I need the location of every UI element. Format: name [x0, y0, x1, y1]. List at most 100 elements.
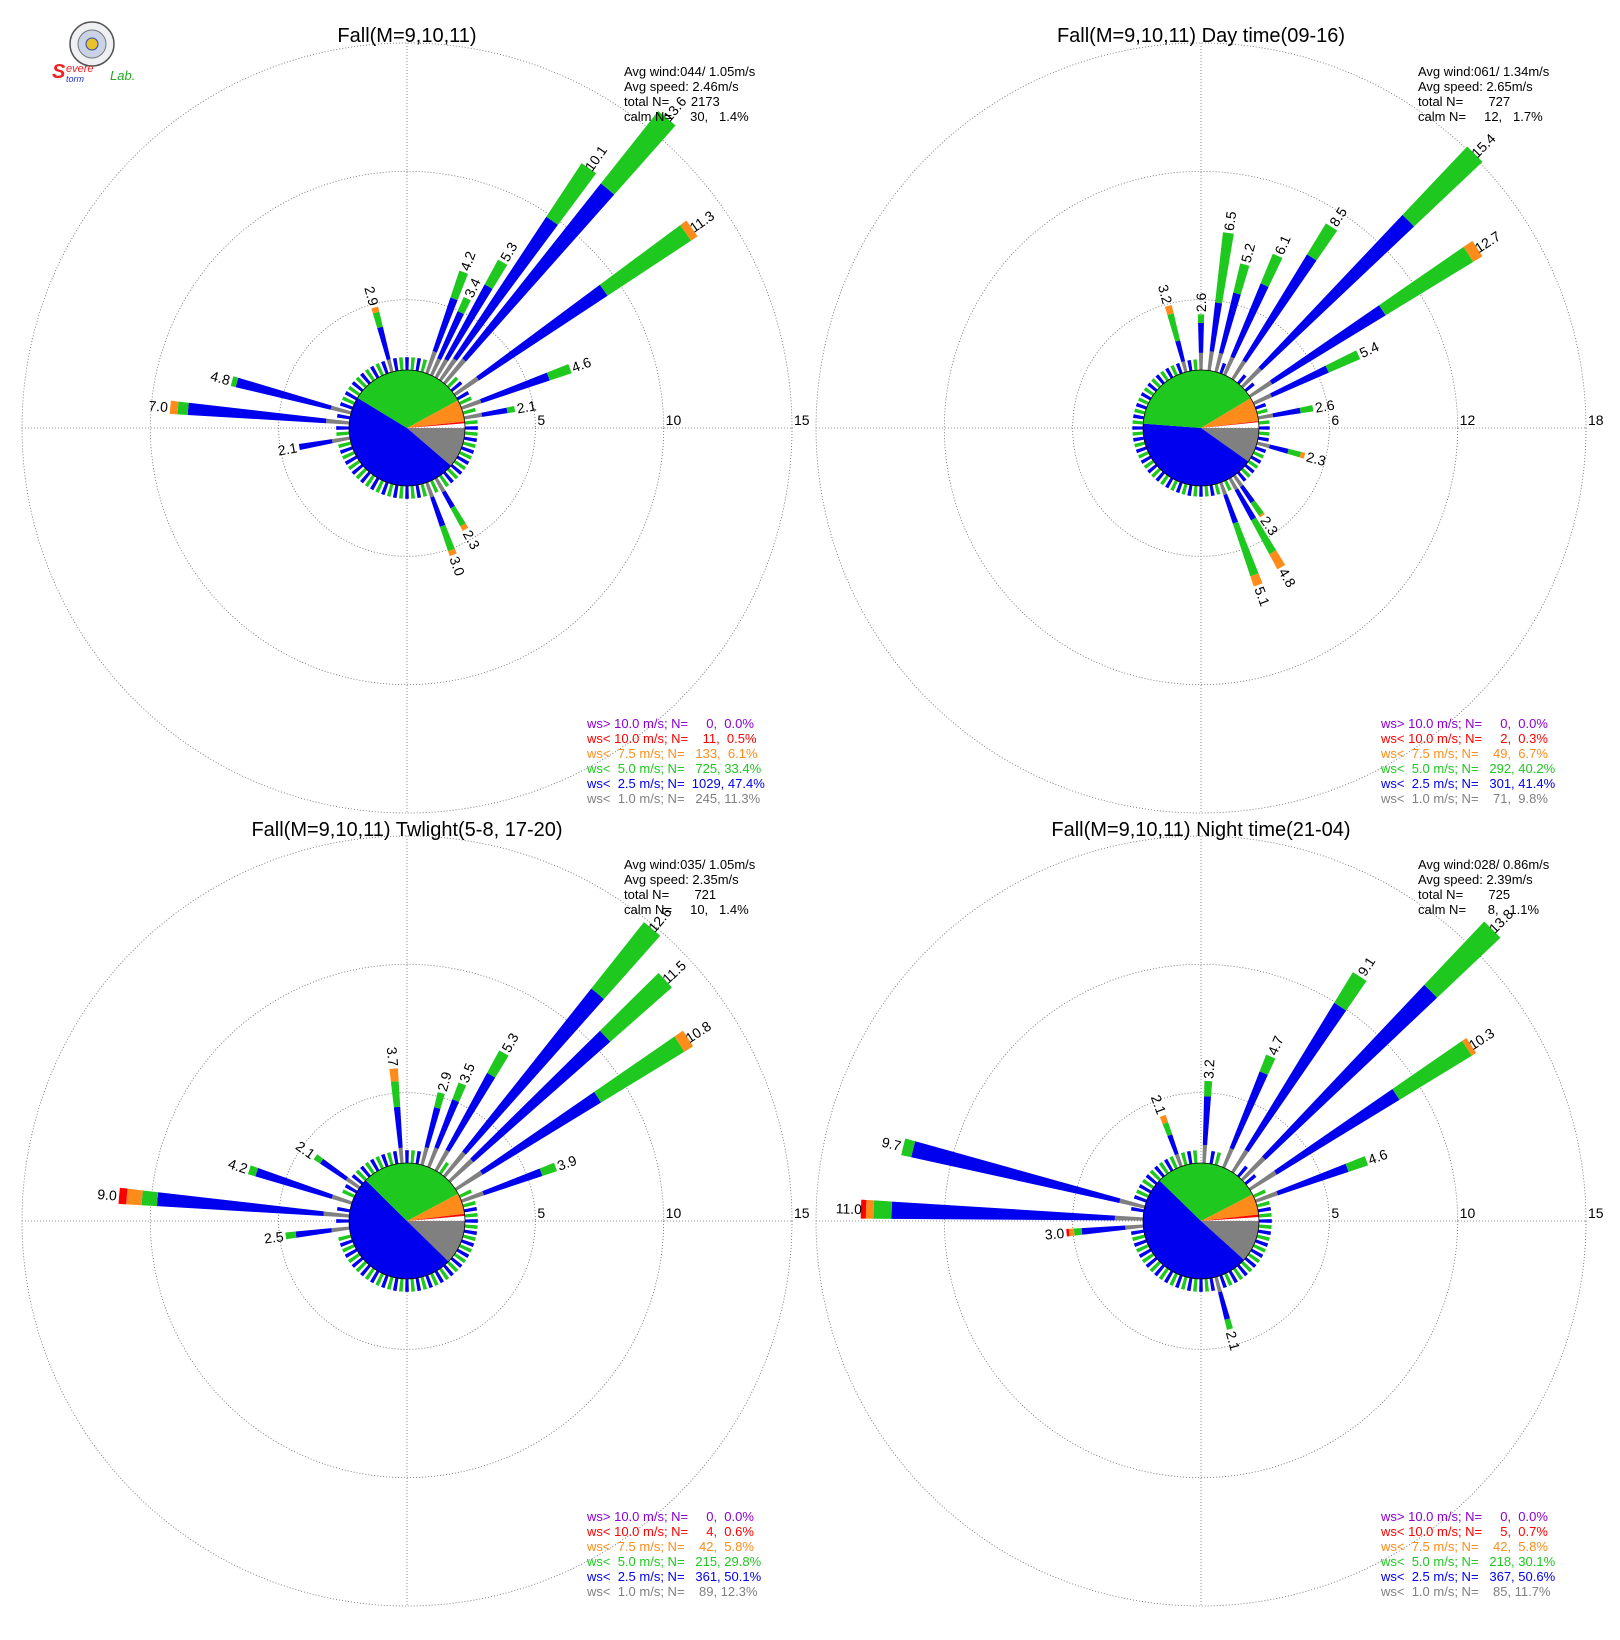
bar-label: 5.2 [1238, 241, 1259, 264]
stats-line: total N= 721 [624, 887, 716, 902]
bar-segment [438, 358, 457, 382]
bar-label: 3.2 [1200, 1059, 1217, 1079]
minor-bar [462, 407, 476, 415]
stats-line: Avg wind:061/ 1.34m/s [1418, 64, 1550, 79]
minor-bar [1149, 1260, 1162, 1273]
legend-entry: ws< 10.0 m/s; N= 2, 0.3% [1380, 731, 1548, 746]
stats-line: total N= 725 [1418, 887, 1510, 902]
legend-entry: ws> 10.0 m/s; N= 0, 0.0% [1380, 1509, 1548, 1524]
legend-entry: ws< 1.0 m/s; N= 89, 12.3% [586, 1584, 758, 1599]
minor-bar [1237, 374, 1247, 385]
bar-segment [1244, 1002, 1347, 1153]
bar-label: 5.3 [497, 239, 521, 264]
bar-label: 3.0 [1044, 1225, 1065, 1243]
minor-bar [1258, 420, 1270, 425]
bar-segment [1299, 405, 1314, 414]
direction-bar: 7.0 [148, 397, 350, 425]
minor-bar [1228, 1270, 1239, 1284]
minor-bar [464, 419, 478, 425]
bar-segment [674, 1030, 694, 1052]
ring [943, 170, 1459, 686]
bar-segment [434, 1099, 459, 1150]
minor-bar [347, 460, 361, 471]
minor-bar [1250, 1248, 1264, 1259]
direction-bar: 5.1 [1219, 481, 1273, 608]
minor-bar [439, 1267, 450, 1281]
minor-bar [1199, 1278, 1203, 1292]
minor-bar [415, 357, 422, 372]
legend-entry: ws< 10.0 m/s; N= 4, 0.6% [586, 1524, 754, 1539]
direction-bar: 2.1 [463, 397, 538, 420]
minor-bar [1133, 414, 1145, 420]
bar-segment [441, 490, 455, 509]
minor-bar [1244, 464, 1255, 474]
bar-segment [1250, 500, 1264, 516]
minor-bar [1138, 397, 1150, 405]
stats-line: Avg wind:035/ 1.05m/s [624, 857, 756, 872]
minor-bar [1209, 1277, 1216, 1292]
legend-entry: ws< 2.5 m/s; N= 367, 50.6% [1380, 1569, 1556, 1584]
bar-segment [1232, 521, 1259, 577]
minor-bar [1257, 436, 1269, 442]
minor-bar [355, 1169, 368, 1182]
bar-segment [452, 1082, 467, 1102]
stats-line: Avg speed: 2.65m/s [1418, 79, 1533, 94]
minor-bar [1175, 481, 1183, 494]
bar-segment [247, 1165, 259, 1177]
pie-slice [357, 369, 459, 428]
bar-segment [901, 1138, 916, 1158]
pie-slice [1201, 1221, 1259, 1260]
bar-segment [1081, 1225, 1126, 1235]
bar-segment [1164, 304, 1174, 316]
legend-entry: ws< 1.0 m/s; N= 71, 9.8% [1380, 791, 1548, 806]
bar-segment [1222, 1147, 1234, 1169]
direction-bar: 3.2 [1200, 1059, 1217, 1164]
minor-bar [1160, 370, 1169, 382]
ring [815, 835, 1587, 1607]
minor-bar [1147, 382, 1158, 392]
pie-outline [1142, 369, 1260, 487]
direction-bar: 13.6 [443, 93, 690, 385]
minor-bar [1138, 1183, 1152, 1194]
minor-bar [1199, 485, 1203, 497]
bar-segment [1068, 1228, 1075, 1237]
bar-segment [594, 1036, 685, 1103]
minor-bar [369, 1158, 380, 1172]
minor-bar [381, 360, 389, 375]
bar-segment [141, 1190, 159, 1207]
ring [21, 42, 793, 814]
minor-bar [375, 1156, 384, 1170]
direction-bar: 4.6 [1254, 1146, 1390, 1203]
minor-bar [462, 1234, 476, 1242]
legend-entry: ws< 10.0 m/s; N= 5, 0.7% [1380, 1524, 1548, 1539]
minor-bar [1254, 402, 1267, 410]
legend-entry: ws< 7.5 m/s; N= 42, 5.8% [1380, 1539, 1548, 1554]
stats-line: Avg wind:044/ 1.05m/s [624, 64, 756, 79]
ring-label: 15 [1588, 1205, 1604, 1221]
bar-segment [1198, 322, 1204, 353]
stats-line: Avg speed: 2.35m/s [624, 872, 739, 887]
minor-bar [1244, 382, 1255, 392]
minor-bar [1240, 1260, 1253, 1273]
ring [149, 170, 665, 686]
legend-entry: ws< 5.0 m/s; N= 292, 40.2% [1380, 761, 1556, 776]
logo-seal-emblem [85, 37, 99, 51]
minor-bar [369, 477, 380, 491]
minor-bar [1130, 1206, 1145, 1213]
bar-segment [285, 1231, 297, 1240]
bar-segment [372, 311, 383, 329]
minor-bar [458, 451, 472, 460]
bar-segment [434, 477, 446, 493]
stats-line: calm N= 8, 1.1% [1418, 902, 1539, 917]
bar-segment [1224, 1318, 1233, 1330]
minor-bar [344, 1183, 358, 1194]
legend-entry: ws> 10.0 m/s; N= 0, 0.0% [586, 1509, 754, 1524]
pie-slice [348, 397, 451, 487]
minor-bar [425, 1274, 433, 1289]
minor-bar [392, 484, 399, 499]
bar-label: 6.5 [1221, 210, 1240, 232]
minor-bar [405, 485, 409, 499]
minor-bar [1145, 1174, 1158, 1185]
minor-bar [460, 446, 475, 454]
minor-bar [1244, 1257, 1257, 1268]
